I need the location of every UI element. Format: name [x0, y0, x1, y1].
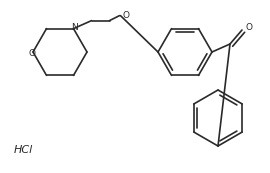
Text: HCl: HCl [14, 145, 33, 155]
Text: O: O [245, 24, 252, 33]
Text: O: O [123, 11, 130, 20]
Text: N: N [71, 23, 78, 32]
Text: O: O [29, 48, 35, 57]
